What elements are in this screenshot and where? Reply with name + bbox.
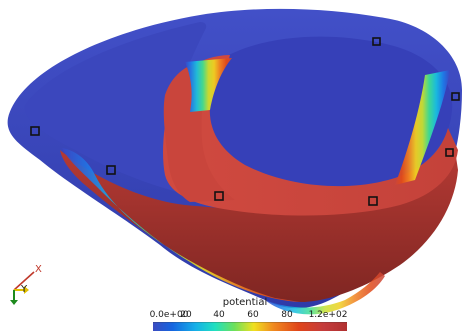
square-marker-icon[interactable] [368, 196, 378, 206]
axis-y-arrow-icon [24, 286, 29, 294]
colorbar-tick: 40 [213, 310, 225, 320]
activation-band-rv-left [62, 148, 300, 302]
colorbar-tick: 0.0e+00 [149, 310, 189, 320]
colorbar-tick: 60 [247, 310, 259, 320]
square-marker-icon[interactable] [214, 191, 224, 201]
colorbar-legend: potential 0.0e+00 20 40 60 80 1.2e+02 [150, 296, 460, 331]
activation-band-septum [185, 58, 232, 112]
square-marker-icon[interactable] [451, 92, 460, 101]
colorbar-title: potential [222, 297, 268, 308]
orientation-axes-widget [10, 271, 35, 305]
axis-z-arrow-icon [10, 300, 18, 305]
square-marker-icon[interactable] [106, 165, 116, 175]
lv-cavity [207, 36, 453, 189]
colorbar-tick: 20 [180, 310, 192, 320]
activation-band-lv-right [395, 70, 450, 185]
colorbar-tick: 1.2e+02 [308, 310, 348, 320]
rv-cavity [24, 22, 207, 192]
septum-wall [163, 62, 235, 202]
activation-band-apex [265, 272, 385, 315]
axis-y-label: Y [21, 284, 28, 295]
colorbar-gradient [153, 322, 347, 331]
square-marker-icon[interactable] [445, 148, 454, 157]
lv-wall-top [163, 55, 458, 216]
axis-x-line [13, 271, 35, 291]
square-marker-icon[interactable] [372, 37, 381, 46]
probe-markers [30, 37, 460, 206]
colorbar-tick: 80 [281, 310, 293, 320]
axis-x-label: X [35, 264, 42, 275]
lv-outer-wall [60, 150, 458, 302]
square-marker-icon[interactable] [30, 126, 40, 136]
